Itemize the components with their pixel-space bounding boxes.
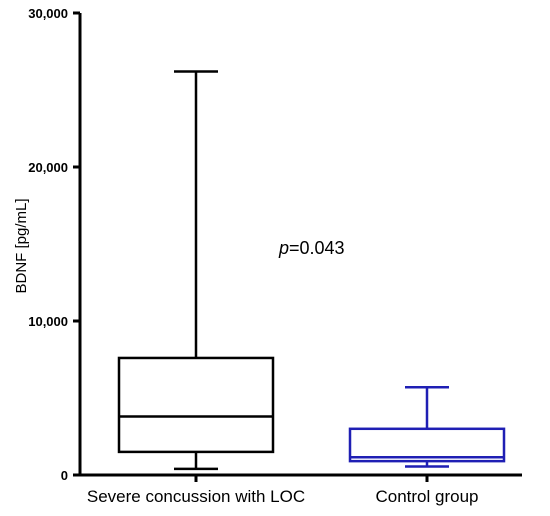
y-tick-label: 20,000 [28, 160, 68, 175]
y-tick-label: 10,000 [28, 314, 68, 329]
x-category-labels: Severe concussion with LOC Control group [87, 475, 479, 506]
boxes [117, 70, 506, 471]
x-category-label: Severe concussion with LOC [87, 487, 305, 506]
p-value-number: =0.043 [289, 238, 345, 258]
y-tick-label: 30,000 [28, 6, 68, 21]
box-severe-concussion [117, 70, 275, 471]
p-value-annotation: p=0.043 [278, 238, 345, 258]
x-category-label: Control group [375, 487, 478, 506]
iqr-box [348, 427, 506, 463]
p-value-symbol: p [278, 238, 289, 258]
y-axis-title: BDNF [pg/mL] [13, 198, 30, 293]
box-control-group [348, 385, 506, 468]
y-tick-label: 0 [61, 468, 68, 483]
iqr-box [117, 356, 275, 454]
y-ticks: 0 10,000 20,000 30,000 [28, 6, 80, 483]
